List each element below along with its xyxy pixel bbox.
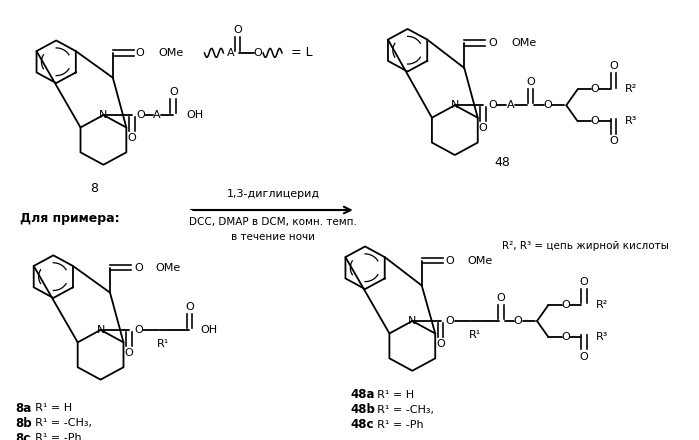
Text: O: O xyxy=(169,87,178,97)
Text: 48: 48 xyxy=(494,157,510,169)
Text: O: O xyxy=(446,316,454,326)
Text: 48c: 48c xyxy=(351,418,375,432)
Text: N: N xyxy=(99,110,108,120)
Text: A: A xyxy=(227,48,235,58)
Text: O: O xyxy=(436,339,445,349)
Text: в течение ночи: в течение ночи xyxy=(231,232,315,242)
Text: OH: OH xyxy=(187,110,203,120)
Text: N: N xyxy=(96,325,105,335)
Text: : R¹ = H: : R¹ = H xyxy=(28,403,72,413)
Text: OH: OH xyxy=(201,325,218,335)
Text: O: O xyxy=(514,316,522,326)
Text: O: O xyxy=(124,348,134,358)
Text: O: O xyxy=(479,123,487,133)
Text: 1,3-диглицерид: 1,3-диглицерид xyxy=(226,189,319,199)
Text: O: O xyxy=(134,263,143,273)
Text: R¹: R¹ xyxy=(468,330,481,340)
Text: O: O xyxy=(137,110,145,120)
Text: A: A xyxy=(507,100,514,110)
Text: R¹: R¹ xyxy=(157,339,169,349)
Text: O: O xyxy=(543,100,552,110)
Text: N: N xyxy=(451,100,459,110)
Text: 8: 8 xyxy=(90,182,98,195)
Text: R², R³ = цепь жирной кислоты: R², R³ = цепь жирной кислоты xyxy=(502,241,669,250)
Text: 48b: 48b xyxy=(351,403,376,416)
Text: O: O xyxy=(488,38,497,48)
Text: 8a: 8a xyxy=(15,402,32,414)
Text: R³: R³ xyxy=(596,332,608,342)
Text: = L: = L xyxy=(291,46,313,59)
Text: O: O xyxy=(561,300,570,310)
Text: O: O xyxy=(233,25,242,35)
Text: DCC, DMAP в DCM, комн. темп.: DCC, DMAP в DCM, комн. темп. xyxy=(189,217,357,227)
Text: O: O xyxy=(134,325,143,335)
Text: R²: R² xyxy=(625,84,637,94)
Text: 48a: 48a xyxy=(351,388,375,401)
Text: N: N xyxy=(408,316,417,326)
Text: R³: R³ xyxy=(625,116,637,126)
Text: O: O xyxy=(253,48,261,58)
Text: : R¹ = H: : R¹ = H xyxy=(370,390,415,400)
Text: OMe: OMe xyxy=(512,38,537,48)
Text: O: O xyxy=(185,302,194,312)
Text: O: O xyxy=(609,61,618,71)
Text: : R¹ = -CH₃,: : R¹ = -CH₃, xyxy=(28,418,92,428)
Text: : R¹ = -Ph: : R¹ = -Ph xyxy=(28,433,82,440)
Text: A: A xyxy=(152,110,160,120)
Text: OMe: OMe xyxy=(158,48,183,58)
Text: O: O xyxy=(561,332,570,342)
Text: O: O xyxy=(590,116,599,126)
Text: O: O xyxy=(488,100,497,110)
Text: O: O xyxy=(580,352,589,362)
Text: OMe: OMe xyxy=(155,263,180,273)
Text: Для примера:: Для примера: xyxy=(20,213,120,225)
Text: O: O xyxy=(526,77,535,87)
Text: O: O xyxy=(497,293,505,303)
Text: O: O xyxy=(580,277,589,287)
Text: 8c: 8c xyxy=(15,432,31,440)
Text: O: O xyxy=(609,136,618,146)
Text: R²: R² xyxy=(596,300,608,310)
Text: : R¹ = -CH₃,: : R¹ = -CH₃, xyxy=(370,405,434,415)
Text: O: O xyxy=(127,133,136,143)
Text: O: O xyxy=(590,84,599,94)
Text: 8b: 8b xyxy=(15,417,32,429)
Text: : R¹ = -Ph: : R¹ = -Ph xyxy=(370,420,424,430)
Text: OMe: OMe xyxy=(467,256,492,266)
Text: O: O xyxy=(446,256,454,266)
Text: O: O xyxy=(135,48,144,58)
